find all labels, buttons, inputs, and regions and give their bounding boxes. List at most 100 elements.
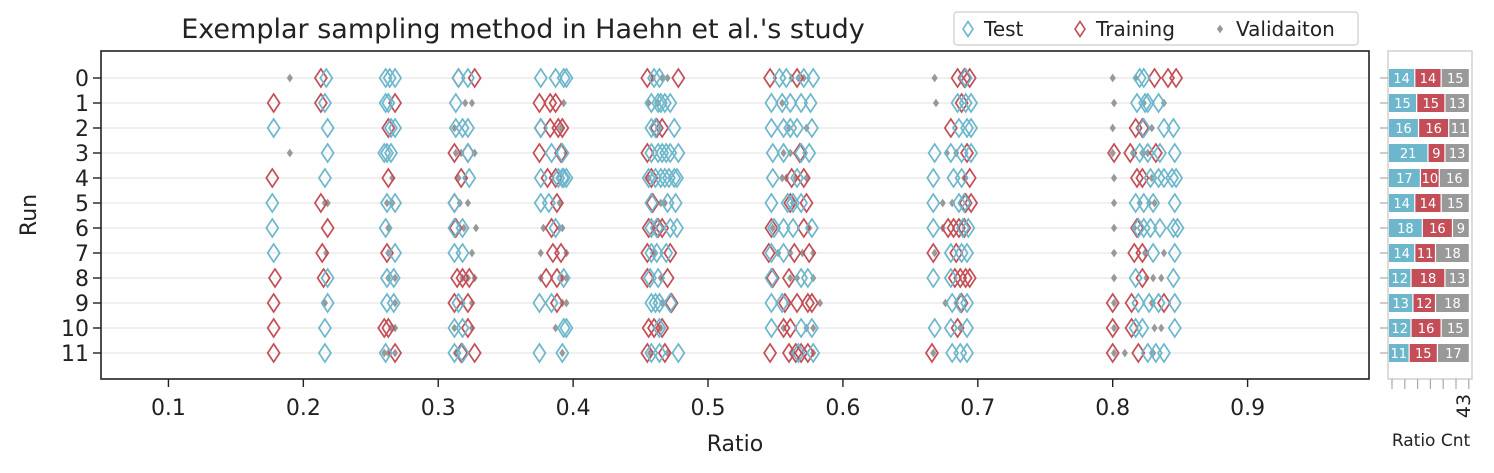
ratio-count-bar: [1389, 294, 1413, 312]
training-point: [671, 67, 686, 89]
training-point: [953, 267, 968, 289]
ratio-count-value: 11: [1417, 247, 1434, 262]
validation-point: [1109, 123, 1116, 133]
test-point: [964, 92, 979, 114]
training-point: [657, 342, 672, 364]
validation-point: [779, 98, 786, 108]
training-point: [663, 242, 678, 264]
validation-point: [1158, 273, 1165, 283]
test-point: [790, 117, 805, 139]
ratio-count-value: 16: [1425, 122, 1442, 137]
test-point: [455, 242, 470, 264]
test-point: [649, 242, 664, 264]
test-point: [804, 217, 819, 239]
validation-point: [468, 248, 476, 258]
test-point: [652, 317, 667, 339]
x-tick-label: 0.4: [556, 396, 591, 421]
training-point: [640, 342, 655, 364]
test-point: [644, 92, 659, 114]
test-point: [265, 192, 280, 214]
test-point: [532, 342, 547, 364]
test-point: [382, 67, 397, 89]
y-tick-label: 11: [61, 342, 89, 367]
ratio-count-value: 17: [1445, 347, 1462, 362]
validation-point: [1110, 323, 1118, 333]
validation-point: [1144, 148, 1151, 158]
test-point: [533, 167, 548, 189]
validation-point: [780, 148, 787, 158]
validation-point: [559, 348, 566, 358]
test-point: [926, 267, 941, 289]
training-point: [641, 317, 656, 339]
test-point: [804, 117, 819, 139]
ratio-count-bar: [1449, 119, 1469, 137]
test-point: [652, 67, 667, 89]
validation-point: [452, 148, 459, 158]
validation-point: [769, 223, 776, 233]
test-point: [953, 292, 968, 314]
validation-point: [1150, 273, 1157, 283]
test-point: [764, 117, 779, 139]
test-point: [388, 67, 403, 89]
training-point: [664, 292, 679, 314]
test-point: [378, 342, 393, 364]
ratio-count-value: 18: [1420, 272, 1437, 287]
ratio-count-bar: [1415, 244, 1435, 262]
test-point: [652, 342, 667, 364]
test-point: [383, 142, 399, 164]
training-point: [1105, 292, 1120, 314]
test-point: [667, 167, 682, 189]
test-point: [1142, 292, 1157, 314]
test-point: [785, 217, 801, 239]
validation-point: [932, 98, 940, 108]
test-point: [796, 67, 811, 89]
test-point: [794, 92, 809, 114]
test-point: [644, 242, 659, 264]
training-point: [544, 217, 559, 239]
training-point: [313, 67, 328, 89]
legend-label: Test: [983, 17, 1024, 41]
test-point: [926, 217, 941, 239]
validation-point: [468, 98, 476, 108]
x-tick-label: 0.1: [151, 396, 186, 421]
validation-point: [540, 223, 547, 233]
test-point: [764, 292, 779, 314]
test-point: [765, 142, 780, 164]
ratio-count-value: 10: [1422, 172, 1439, 187]
test-point: [953, 342, 968, 364]
test-point: [320, 142, 335, 164]
x-tick-label: 0.3: [421, 396, 456, 421]
training-point: [549, 267, 564, 289]
test-point: [669, 167, 685, 189]
validation-point: [787, 273, 794, 283]
training-point: [539, 267, 554, 289]
training-point: [640, 67, 655, 89]
test-point: [378, 92, 393, 114]
training-point: [1131, 342, 1146, 364]
ratio-count-bar: [1445, 144, 1469, 162]
test-point: [448, 92, 463, 114]
training-point: [460, 317, 475, 339]
test-point: [447, 192, 462, 214]
ratio-count-bar: [1441, 194, 1469, 212]
test-point: [663, 217, 678, 239]
training-point: [783, 317, 798, 339]
y-tick-label: 1: [75, 92, 89, 117]
training-point: [532, 142, 547, 164]
ratio-count-bar: [1409, 344, 1437, 362]
training-point: [549, 292, 564, 314]
test-point: [775, 292, 790, 314]
test-point: [265, 217, 280, 239]
y-tick-label: 9: [75, 292, 89, 317]
ratio-count-bar: [1389, 94, 1417, 112]
validation-point: [1110, 98, 1118, 108]
training-point: [1124, 317, 1139, 339]
test-point: [317, 92, 332, 114]
test-point: [764, 92, 779, 114]
training-point: [957, 217, 972, 239]
ratio-count-bars: 14 14 15 15 15 13 16 16 11 21 9 13 17 10 16 14 14 15 18 16 9…: [1389, 69, 1469, 362]
training-point: [958, 192, 973, 214]
test-point: [460, 67, 475, 89]
test-point: [1167, 242, 1182, 264]
